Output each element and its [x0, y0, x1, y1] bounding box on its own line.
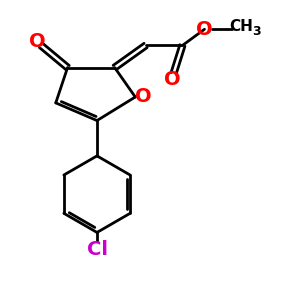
Text: O: O — [29, 32, 46, 51]
Text: CH: CH — [229, 20, 253, 34]
Text: O: O — [135, 88, 152, 106]
Text: O: O — [164, 70, 180, 89]
Text: Cl: Cl — [86, 240, 107, 259]
Text: O: O — [196, 20, 212, 39]
Text: 3: 3 — [253, 25, 261, 38]
